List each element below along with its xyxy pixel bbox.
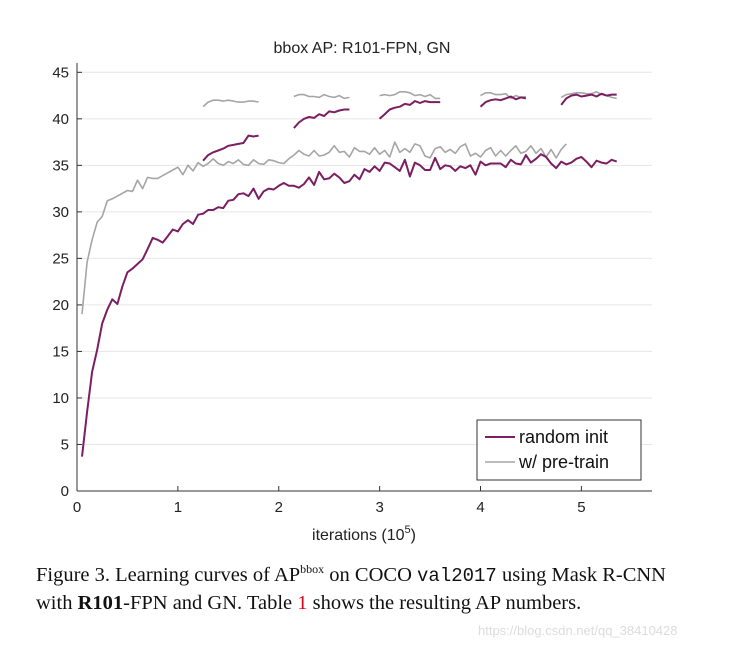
series-line-w-pre-train-2 [293, 93, 350, 100]
legend-label: w/ pre-train [518, 452, 609, 472]
y-tick-label: 5 [61, 436, 69, 453]
y-tick-label: 40 [52, 111, 69, 128]
x-tick-label: 5 [577, 499, 585, 516]
series-line-random-init-4 [479, 95, 527, 108]
learning-curve-chart: bbox AP: R101-FPN, GN 051015202530354045… [52, 40, 652, 544]
y-tick-label: 25 [52, 250, 69, 267]
x-tick-label: 4 [476, 499, 484, 516]
y-tick-label: 45 [52, 64, 69, 81]
x-tick-label: 1 [174, 499, 182, 516]
gridlines [77, 71, 652, 445]
legend-box [476, 419, 642, 481]
y-tick-label: 30 [52, 204, 69, 221]
series-line-w-pre-train-1 [202, 99, 259, 108]
x-tick-label: 3 [375, 499, 383, 516]
series-line-random-init-3 [378, 100, 441, 120]
table-reference-link[interactable]: 1 [297, 592, 308, 614]
figure-caption: Figure 3. Learning curves of APbbox on C… [36, 562, 666, 614]
chart-legend: random init w/ pre-train [476, 419, 642, 481]
chart-title: bbox AP: R101-FPN, GN [274, 40, 451, 57]
y-tick-label: 35 [52, 157, 69, 174]
x-tick-label: 0 [73, 499, 81, 516]
series-lines [81, 91, 618, 457]
series-line-random-init-2 [293, 108, 350, 129]
x-axis-label: iterations (105) [312, 524, 416, 544]
x-tick-label: 2 [275, 499, 283, 516]
series-line-random-init-1 [202, 134, 259, 162]
y-tick-label: 20 [52, 297, 69, 314]
y-tick-label: 0 [61, 483, 69, 500]
watermark: https://blog.csdn.net/qq_38410428 [478, 623, 678, 638]
legend-label: random init [519, 427, 608, 447]
y-tick-label: 15 [52, 343, 69, 360]
series-line-w-pre-train-0 [81, 141, 567, 315]
series-line-random-init-0 [81, 153, 618, 457]
series-line-random-init-5 [560, 92, 617, 106]
series-line-w-pre-train-4 [480, 92, 527, 100]
y-tick-label: 10 [52, 390, 69, 407]
series-line-w-pre-train-3 [379, 91, 441, 100]
